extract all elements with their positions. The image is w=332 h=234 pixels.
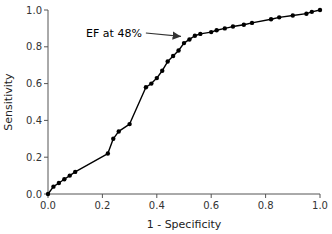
annotation-arrow	[146, 33, 181, 36]
roc-point	[318, 8, 322, 12]
roc-point	[304, 11, 308, 15]
x-tick-label: 0.4	[149, 200, 165, 211]
roc-point	[214, 28, 218, 32]
y-tick	[44, 83, 48, 84]
roc-point	[57, 181, 61, 185]
x-tick	[102, 194, 103, 198]
plot-area	[46, 8, 322, 196]
roc-point	[160, 69, 164, 73]
annotation-text: EF at 48%	[86, 27, 142, 40]
roc-point	[73, 170, 77, 174]
y-axis-label: Sensitivity	[2, 73, 15, 131]
y-axis-line	[48, 10, 49, 194]
roc-point	[198, 32, 202, 36]
x-tick	[211, 194, 212, 198]
roc-point	[165, 59, 169, 63]
roc-point	[187, 37, 191, 41]
x-tick	[265, 194, 266, 198]
roc-point	[149, 81, 153, 85]
roc-point	[46, 192, 50, 196]
roc-point	[291, 13, 295, 17]
roc-point	[155, 76, 159, 80]
roc-point	[231, 24, 235, 28]
roc-point	[127, 122, 131, 126]
x-tick-label: 0.2	[94, 200, 110, 211]
roc-point	[62, 177, 66, 181]
roc-point	[242, 23, 246, 27]
y-tick	[44, 10, 48, 11]
roc-point	[106, 151, 110, 155]
roc-point	[182, 41, 186, 45]
y-tick-label: 0.2	[26, 152, 42, 163]
x-tick-label: 0.0	[40, 200, 56, 211]
y-tick-label: 0.8	[26, 41, 42, 52]
roc-point	[144, 85, 148, 89]
x-tick-label: 1.0	[312, 200, 328, 211]
y-tick	[44, 120, 48, 121]
roc-point	[117, 129, 121, 133]
x-tick-label: 0.8	[258, 200, 274, 211]
roc-point	[310, 10, 314, 14]
roc-point	[111, 137, 115, 141]
chart: 0.0 0.2 0.4 0.6 0.8 1.0 0.0 0.2 0.4 0.6 0.8 1.0 1 - …	[0, 0, 332, 234]
x-tick	[320, 194, 321, 198]
roc-point	[176, 48, 180, 52]
x-tick-label: 0.6	[203, 200, 219, 211]
x-axis-line	[48, 194, 320, 195]
roc-point	[223, 26, 227, 30]
roc-point	[68, 173, 72, 177]
roc-point	[193, 34, 197, 38]
roc-point	[171, 54, 175, 58]
y-tick-label: 0.0	[26, 189, 42, 200]
y-tick	[44, 46, 48, 47]
y-tick-label: 1.0	[26, 5, 42, 16]
roc-point	[51, 184, 55, 188]
y-tick-label: 0.4	[26, 115, 42, 126]
x-tick	[156, 194, 157, 198]
roc-point	[277, 15, 281, 19]
roc-point	[209, 30, 213, 34]
y-tick	[44, 157, 48, 158]
roc-point	[250, 21, 254, 25]
x-axis-label: 1 - Specificity	[147, 218, 222, 231]
y-tick-label: 0.6	[26, 78, 42, 89]
roc-line	[48, 10, 320, 194]
roc-point	[269, 17, 273, 21]
